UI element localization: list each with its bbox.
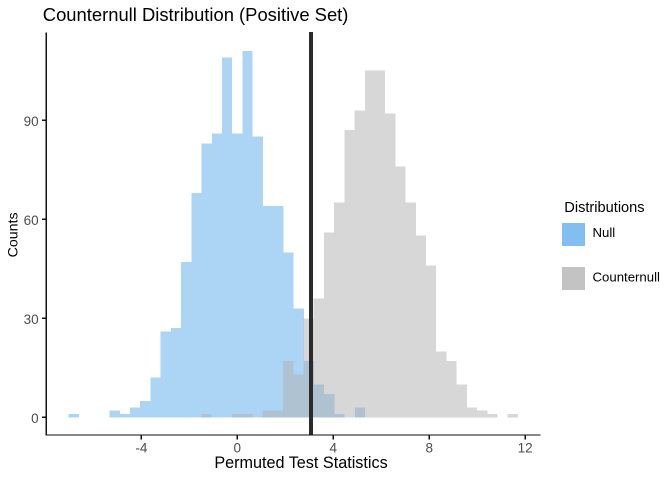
svg-text:Distributions: Distributions — [564, 200, 644, 216]
svg-text:90: 90 — [24, 114, 39, 129]
svg-text:Permuted Test Statistics: Permuted Test Statistics — [214, 454, 387, 472]
svg-text:Counternull: Counternull — [593, 269, 661, 284]
svg-text:Null: Null — [593, 225, 616, 240]
svg-text:4: 4 — [330, 441, 338, 456]
svg-text:60: 60 — [24, 213, 39, 228]
svg-text:8: 8 — [425, 441, 433, 456]
svg-text:Counts: Counts — [6, 212, 22, 257]
svg-text:Counternull Distribution (Posi: Counternull Distribution (Positive Set) — [43, 4, 349, 25]
svg-text:0: 0 — [31, 411, 39, 426]
svg-text:12: 12 — [518, 441, 533, 456]
svg-text:-4: -4 — [135, 441, 147, 456]
svg-text:0: 0 — [234, 441, 242, 456]
svg-text:30: 30 — [24, 312, 39, 327]
